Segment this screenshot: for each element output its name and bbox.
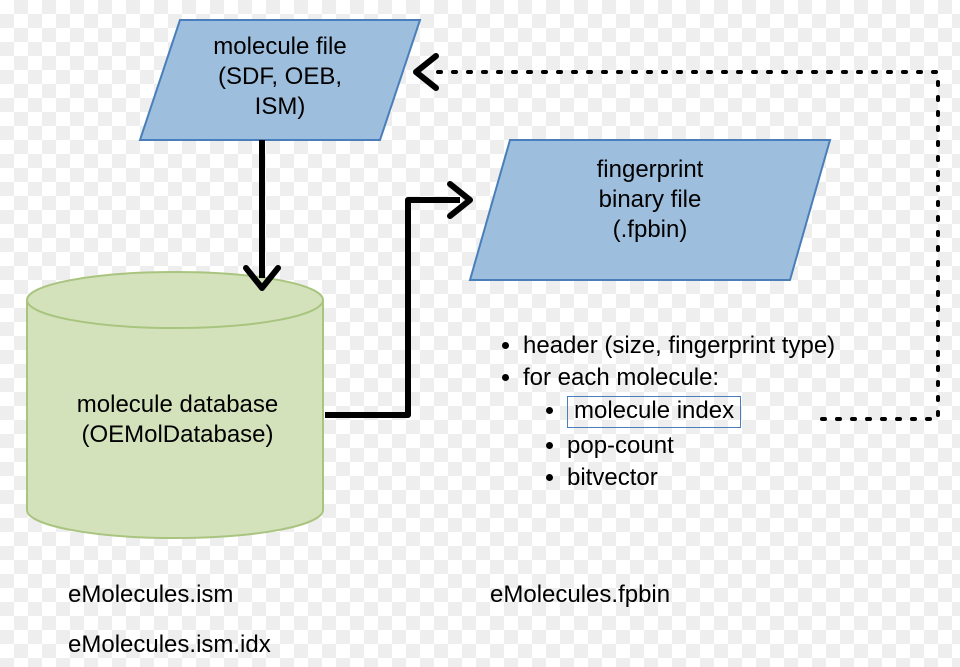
fingerprint-file-label: fingerprintbinary file(.fpbin): [540, 155, 760, 245]
footer-label-idx: eMolecules.ism.idx: [68, 630, 271, 660]
molecule-file-label: molecule file(SDF, OEB,ISM): [175, 32, 385, 122]
database-label: molecule database(OEMolDatabase): [40, 390, 315, 450]
footer-label-ism: eMolecules.ism: [68, 580, 233, 610]
file-contents-list: header (size, fingerprint type)for each …: [495, 328, 835, 496]
footer-label-fpbin: eMolecules.fpbin: [490, 580, 670, 610]
